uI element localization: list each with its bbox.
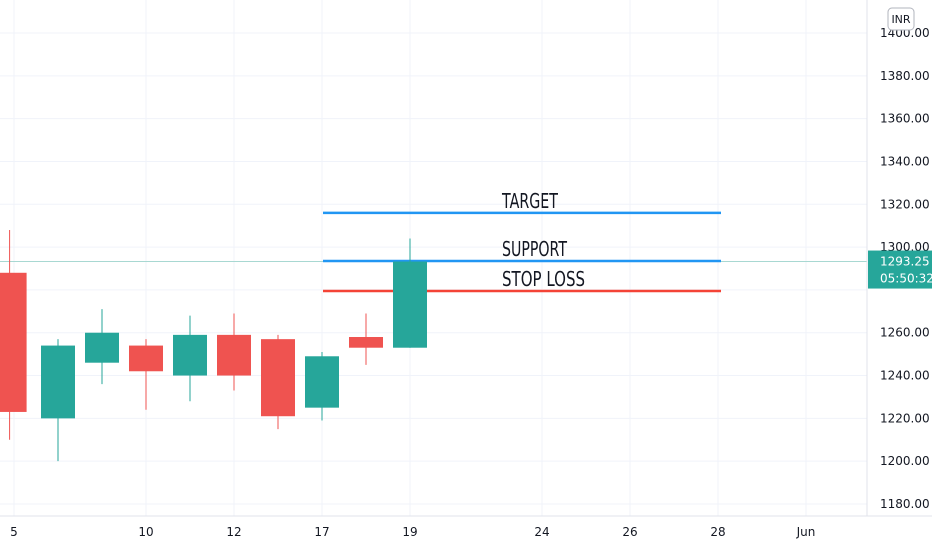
candle-body [41,345,75,419]
candle-body [217,334,251,376]
candle[interactable] [173,315,207,402]
x-tick-label: 19 [402,525,417,539]
time-axis[interactable]: 5 10 12 17 19 24 26 28 Jun [10,525,815,539]
currency-label: INR [891,13,910,26]
candle[interactable] [85,309,119,385]
y-tick-label: 1220.00 [880,411,930,425]
y-tick-label: 1240.00 [880,369,930,383]
x-tick-label: Jun [796,525,816,539]
y-tick-label: 1320.00 [880,197,930,211]
candle-body [173,334,207,376]
candle[interactable] [305,351,339,421]
x-tick-label: 17 [314,525,329,539]
y-tick-label: 1200.00 [880,454,930,468]
y-tick-label: 1340.00 [880,154,930,168]
last-price-box [868,250,932,289]
candle[interactable] [261,334,295,430]
candle[interactable] [217,313,251,391]
candle-body [393,261,427,348]
candle[interactable] [0,229,27,440]
last-price-marker: 1293.25 05:50:32 [868,250,932,289]
candle-body [85,332,119,363]
x-tick-label: 26 [622,525,637,539]
currency-badge[interactable]: INR [887,7,915,31]
x-tick-label: 12 [226,525,241,539]
candles [0,229,427,462]
annotation-label: STOP LOSS [502,267,585,291]
grid [0,0,867,516]
candle[interactable] [349,313,383,365]
annotation-lines: TARGET SUPPORT STOP LOSS [0,189,867,293]
candle-body [305,356,339,408]
x-tick-label: 10 [138,525,153,539]
y-tick-label: 1380.00 [880,69,930,83]
candle-body [129,345,163,372]
candle[interactable] [129,339,163,410]
x-tick-label: 28 [710,525,725,539]
bar-countdown: 05:50:32 [880,272,932,286]
annotation-label: TARGET [501,189,558,213]
candle[interactable] [393,238,427,348]
x-tick-label: 24 [534,525,549,539]
last-price-value: 1293.25 [880,255,930,269]
candle-body [261,339,295,417]
y-tick-label: 1180.00 [880,497,930,511]
annotation-label: SUPPORT [502,237,568,261]
candle-body [349,337,383,348]
candle-body [0,272,27,412]
candle[interactable] [41,339,75,462]
x-tick-label: 5 [10,525,18,539]
price-axis[interactable]: 1180.001200.001220.001240.001260.001300.… [880,26,930,511]
y-tick-label: 1360.00 [880,112,930,126]
y-tick-label: 1260.00 [880,326,930,340]
